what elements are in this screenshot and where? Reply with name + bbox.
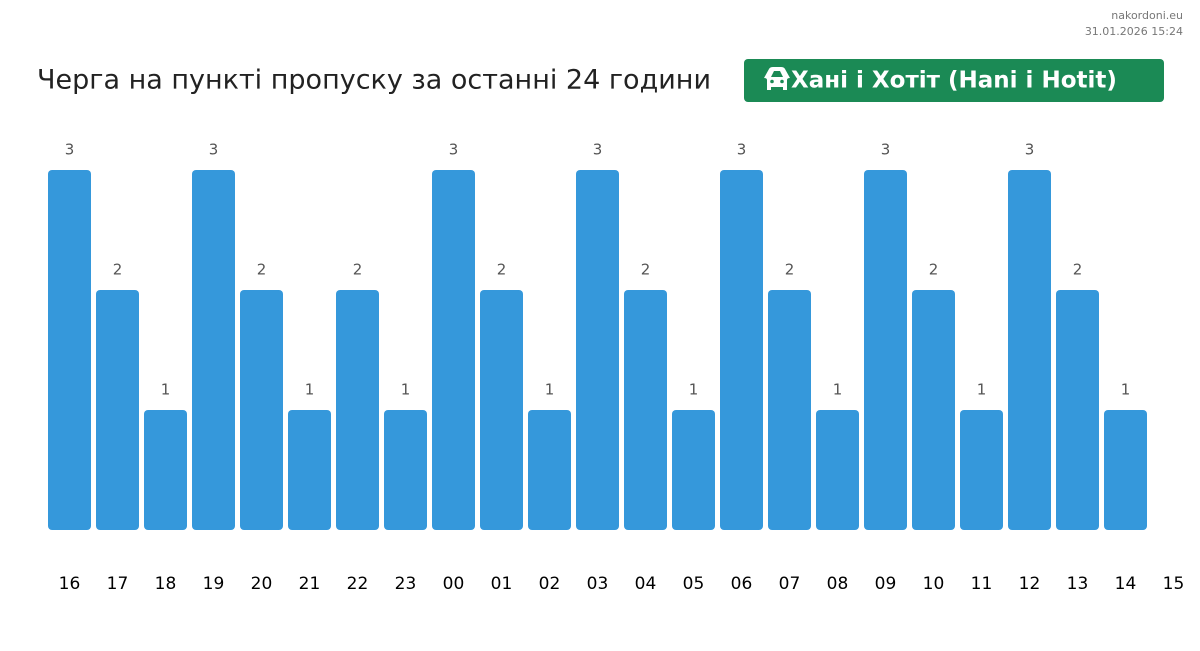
value-label: 1 [161,381,171,399]
bar [1104,410,1147,530]
bar [768,290,811,530]
x-tick-label: 21 [299,574,321,594]
value-label: 3 [881,141,891,159]
value-label: 2 [497,261,507,279]
value-label: 1 [977,381,987,399]
x-tick-label: 15 [1163,574,1185,594]
x-tick-label: 17 [107,574,129,594]
checkpoint-name: Хані і Хотіт (Hani i Hotit) [791,68,1117,94]
x-tick-label: 06 [731,574,753,594]
value-label: 1 [1121,381,1131,399]
x-tick-label: 10 [923,574,945,594]
value-label: 1 [545,381,555,399]
value-label: 3 [593,141,603,159]
bar [1056,290,1099,530]
x-tick-label: 12 [1019,574,1041,594]
bar [192,170,235,530]
bar [144,410,187,530]
value-label: 1 [689,381,699,399]
value-label: 2 [353,261,363,279]
x-tick-label: 04 [635,574,657,594]
value-label: 2 [1073,261,1083,279]
value-label: 2 [929,261,939,279]
car-icon [764,67,790,90]
value-label: 3 [737,141,747,159]
bar [816,410,859,530]
x-tick-label: 00 [443,574,465,594]
x-tick-label: 07 [779,574,801,594]
value-label: 2 [257,261,267,279]
bar [384,410,427,530]
x-tick-label: 18 [155,574,177,594]
x-tick-label: 03 [587,574,609,594]
value-label: 2 [641,261,651,279]
x-tick-label: 08 [827,574,849,594]
bar [240,290,283,530]
bar [672,410,715,530]
x-tick-label: 01 [491,574,513,594]
value-label: 2 [113,261,123,279]
x-tick-label: 23 [395,574,417,594]
x-tick-label: 13 [1067,574,1089,594]
value-label: 1 [833,381,843,399]
x-tick-label: 22 [347,574,369,594]
checkpoint-badge [744,59,1164,102]
value-label: 1 [305,381,315,399]
bar [912,290,955,530]
value-label: 3 [1025,141,1035,159]
x-tick-label: 09 [875,574,897,594]
bar [624,290,667,530]
value-label: 3 [449,141,459,159]
value-label: 2 [785,261,795,279]
x-tick-label: 02 [539,574,561,594]
bar [480,290,523,530]
timestamp: 31.01.2026 15:24 [1085,25,1183,38]
x-tick-label: 05 [683,574,705,594]
x-tick-label: 19 [203,574,225,594]
bar [96,290,139,530]
x-tick-label: 11 [971,574,993,594]
x-tick-label: 14 [1115,574,1137,594]
bar [336,290,379,530]
x-tick-label: 16 [59,574,81,594]
bar [432,170,475,530]
bar [48,170,91,530]
bar [720,170,763,530]
value-label: 3 [209,141,219,159]
x-tick-label: 20 [251,574,273,594]
bar [960,410,1003,530]
chart-title: Черга на пункті пропуску за останні 24 г… [37,65,711,96]
bar [288,410,331,530]
value-label: 3 [65,141,75,159]
value-label: 1 [401,381,411,399]
site-name: nakordoni.eu [1111,9,1183,22]
bar [528,410,571,530]
bar [1008,170,1051,530]
bar [864,170,907,530]
bar [576,170,619,530]
